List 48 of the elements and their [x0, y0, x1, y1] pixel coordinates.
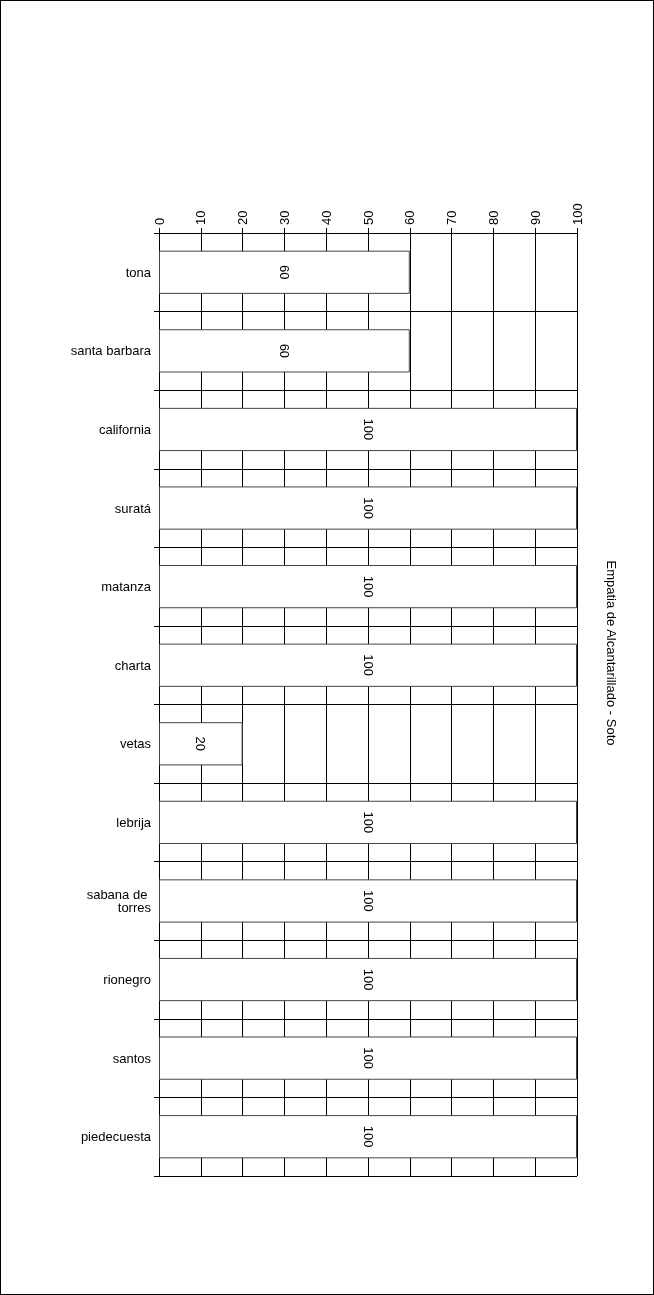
text: Empatia de Alcantarillado - Soto: [603, 560, 619, 746]
bar: [159, 1036, 577, 1080]
y-tick-label: suratá: [114, 500, 152, 516]
x-tick-label: 60: [402, 210, 418, 225]
x-tick-label: 90: [527, 210, 543, 225]
y-tick-label: santa barbara: [70, 343, 152, 359]
data-label: 100: [360, 497, 376, 519]
bar: [159, 486, 577, 530]
data-label: 60: [276, 343, 292, 359]
x-tick-label: 80: [485, 210, 501, 225]
bar: [159, 250, 410, 294]
y-tick-label: matanza: [101, 579, 152, 595]
bar: [159, 565, 577, 609]
y-tick-label: vetas: [119, 736, 152, 752]
x-tick-label: 30: [276, 210, 292, 225]
data-label: 100: [360, 1125, 376, 1148]
data-label: 100: [360, 890, 376, 912]
x-tick-label: 100: [569, 203, 585, 225]
bar: [159, 407, 577, 452]
x-tick-label: 10: [193, 210, 209, 225]
y-tick-label: santos: [112, 1050, 152, 1066]
y-tick-label: lebrija: [116, 814, 152, 830]
data-label: 100: [360, 811, 376, 834]
bar: [159, 879, 577, 923]
x-tick-label: 50: [360, 210, 376, 225]
bar: [159, 329, 410, 373]
data-label: 100: [360, 654, 376, 677]
bar: [159, 800, 577, 844]
x-tick-label: 70: [444, 210, 460, 225]
y-tick-label: california: [98, 421, 152, 437]
y-tick-label: sabana de torres: [86, 886, 152, 915]
data-label: 100: [360, 418, 376, 441]
x-tick-label: 40: [318, 210, 334, 225]
y-tick-label: rionegro: [103, 972, 151, 988]
x-tick-label: 0: [151, 217, 167, 225]
data-label: 100: [360, 1047, 376, 1069]
y-tick-label: charta: [114, 657, 152, 673]
data-label: 20: [193, 736, 209, 752]
x-tick-label: 20: [235, 210, 251, 225]
data-label: 60: [276, 265, 292, 280]
bar: [159, 1115, 577, 1159]
data-label: 100: [360, 968, 376, 991]
bar: [159, 957, 577, 1002]
y-tick-label: piedecuesta: [80, 1129, 152, 1145]
data-label: 100: [360, 575, 376, 598]
y-tick-label: tona: [125, 264, 152, 280]
bar: [159, 722, 243, 766]
bar: [159, 643, 577, 687]
